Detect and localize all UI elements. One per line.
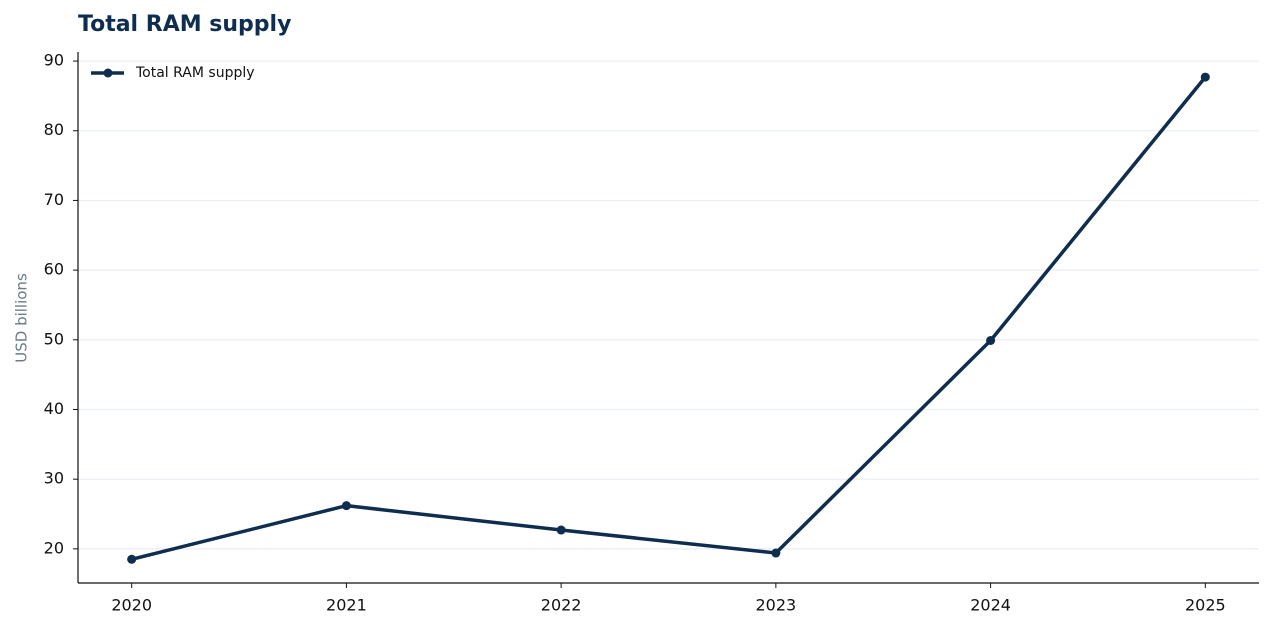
data-point [127,554,137,564]
legend-label: Total RAM supply [135,65,255,81]
data-point [556,525,566,535]
x-tick-label: 2022 [541,596,582,615]
data-point [986,335,996,345]
y-tick-label: 70 [44,190,64,209]
series-line [131,75,1207,562]
x-tick-label: 2023 [756,596,797,615]
y-tick-label: 80 [44,120,64,139]
legend-marker [103,68,113,78]
data-point [771,548,781,558]
y-tick-label: 20 [44,538,64,557]
x-tick-label: 2020 [111,596,152,615]
data-point [1200,72,1210,82]
y-tick-label: 30 [44,469,64,488]
x-tick-label: 2021 [326,596,367,615]
y-tick-label: 50 [44,329,64,348]
y-tick-label: 40 [44,399,64,418]
y-tick-label: 60 [44,260,64,279]
y-axis-label: USD billions [13,273,31,363]
x-tick-label: 2024 [970,596,1011,615]
x-tick-label: 2025 [1185,596,1226,615]
y-tick-label: 90 [44,51,64,70]
chart-title: Total RAM supply [78,12,291,37]
data-point [341,501,351,511]
